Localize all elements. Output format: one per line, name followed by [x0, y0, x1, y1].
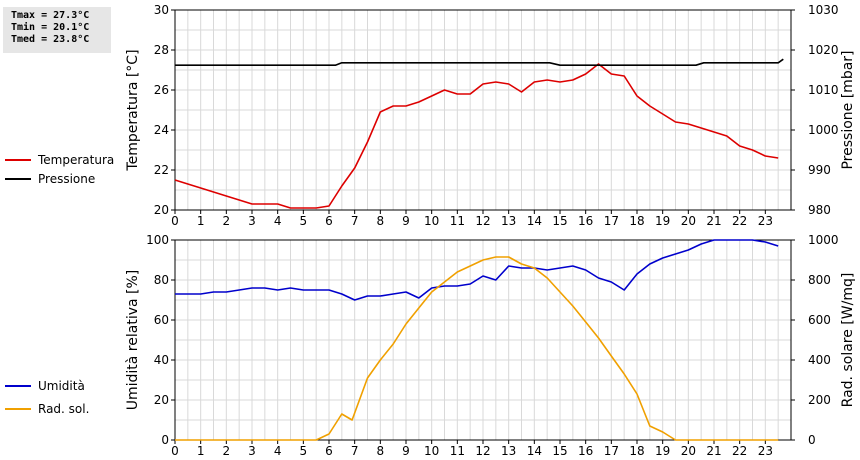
y-axis-label: Temperatura [°C] — [125, 49, 141, 171]
y-tick-label: 26 — [154, 83, 169, 97]
tmed-text: Tmed = 23.8°C — [11, 34, 90, 45]
legend-label: Rad. sol. — [38, 402, 89, 416]
x-tick-label: 2 — [223, 444, 231, 458]
x-tick-label: 6 — [325, 214, 333, 228]
x-tick-label: 21 — [706, 444, 721, 458]
x-tick-label: 5 — [300, 214, 308, 228]
y2-tick-label: 1000 — [808, 123, 839, 137]
x-tick-label: 8 — [377, 214, 385, 228]
x-tick-label: 4 — [274, 444, 282, 458]
x-tick-label: 23 — [758, 214, 773, 228]
x-tick-label: 13 — [501, 444, 516, 458]
y2-tick-label: 990 — [808, 163, 831, 177]
series-line-rad-sol — [175, 256, 779, 441]
y-tick-label: 100 — [146, 233, 169, 247]
y-tick-label: 80 — [154, 273, 169, 287]
x-tick-label: 4 — [274, 214, 282, 228]
legend-label: Umidità — [38, 379, 85, 393]
y-tick-label: 40 — [154, 353, 169, 367]
x-tick-label: 12 — [475, 214, 490, 228]
x-tick-label: 14 — [527, 214, 542, 228]
x-tick-label: 17 — [604, 214, 619, 228]
x-tick-label: 9 — [402, 444, 410, 458]
stats-box: Tmax = 27.3°C Tmin = 20.1°C Tmed = 23.8°… — [3, 7, 111, 53]
y-tick-label: 20 — [154, 393, 169, 407]
y2-tick-label: 980 — [808, 203, 831, 217]
x-tick-label: 11 — [450, 444, 465, 458]
x-tick-label: 11 — [450, 214, 465, 228]
x-tick-label: 10 — [424, 444, 439, 458]
y2-tick-label: 1030 — [808, 3, 839, 17]
x-tick-label: 5 — [300, 444, 308, 458]
y2-tick-label: 1000 — [808, 233, 839, 247]
legend-label: Temperatura — [37, 153, 114, 167]
x-tick-label: 8 — [377, 444, 385, 458]
x-tick-label: 1 — [197, 214, 205, 228]
y-tick-label: 0 — [161, 433, 169, 447]
y-tick-label: 24 — [154, 123, 169, 137]
y-tick-label: 60 — [154, 313, 169, 327]
x-tick-label: 19 — [655, 444, 670, 458]
x-tick-label: 7 — [351, 214, 359, 228]
x-tick-label: 6 — [325, 444, 333, 458]
x-tick-label: 13 — [501, 214, 516, 228]
y2-tick-label: 800 — [808, 273, 831, 287]
x-tick-label: 20 — [681, 214, 696, 228]
y2-axis-label: Pressione [mbar] — [840, 50, 856, 169]
y-tick-label: 30 — [154, 3, 169, 17]
x-tick-label: 10 — [424, 214, 439, 228]
tmax-text: Tmax = 27.3°C — [11, 10, 90, 21]
x-tick-label: 21 — [706, 214, 721, 228]
x-tick-label: 19 — [655, 214, 670, 228]
y2-tick-label: 200 — [808, 393, 831, 407]
x-tick-label: 0 — [171, 444, 179, 458]
x-tick-label: 1 — [197, 444, 205, 458]
x-tick-label: 15 — [552, 214, 567, 228]
series-line-umidit — [175, 239, 779, 301]
x-tick-label: 20 — [681, 444, 696, 458]
x-tick-label: 7 — [351, 444, 359, 458]
x-tick-label: 2 — [223, 214, 231, 228]
x-tick-label: 12 — [475, 444, 490, 458]
y2-tick-label: 600 — [808, 313, 831, 327]
y2-tick-label: 1010 — [808, 83, 839, 97]
x-tick-label: 18 — [629, 444, 644, 458]
y2-tick-label: 1020 — [808, 43, 839, 57]
x-tick-label: 9 — [402, 214, 410, 228]
legend-label: Pressione — [38, 172, 95, 186]
series-line-pressione — [175, 58, 784, 66]
x-tick-label: 15 — [552, 444, 567, 458]
y2-axis-label: Rad. solare [W/mq] — [840, 273, 856, 408]
x-tick-label: 22 — [732, 214, 747, 228]
y2-tick-label: 0 — [808, 433, 816, 447]
x-tick-label: 3 — [248, 214, 256, 228]
y-tick-label: 22 — [154, 163, 169, 177]
y-tick-label: 28 — [154, 43, 169, 57]
x-tick-label: 14 — [527, 444, 542, 458]
y-tick-label: 20 — [154, 203, 169, 217]
y-axis-label: Umidità relativa [%] — [125, 270, 141, 411]
x-tick-label: 23 — [758, 444, 773, 458]
y2-tick-label: 400 — [808, 353, 831, 367]
x-tick-label: 17 — [604, 444, 619, 458]
x-tick-label: 22 — [732, 444, 747, 458]
x-tick-label: 0 — [171, 214, 179, 228]
x-tick-label: 16 — [578, 214, 593, 228]
x-tick-label: 16 — [578, 444, 593, 458]
x-tick-label: 3 — [248, 444, 256, 458]
tmin-text: Tmin = 20.1°C — [11, 22, 90, 33]
series-line-temperatura — [174, 63, 779, 209]
x-tick-label: 18 — [629, 214, 644, 228]
